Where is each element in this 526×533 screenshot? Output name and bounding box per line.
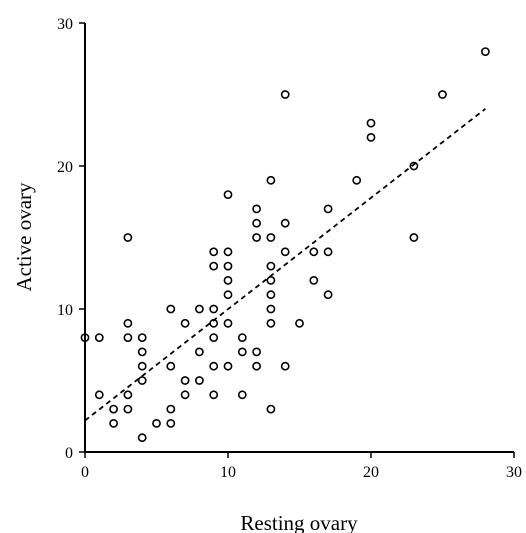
data-point [166,304,176,314]
data-point [209,304,219,314]
data-point [280,361,290,371]
data-point [266,275,276,285]
data-point [323,290,333,300]
data-point [152,418,161,428]
x-tick-label: 0 [81,464,89,481]
data-point [252,218,261,228]
data-point [123,390,133,400]
data-point [438,90,447,99]
data-point [266,175,276,185]
data-point [280,90,290,99]
data-point [266,290,276,300]
x-tick-label: 30 [506,464,522,481]
data-point [166,404,176,414]
x-axis-label: Resting ovary [240,511,358,533]
data-point [352,175,362,185]
data-point [209,361,219,371]
data-point [237,347,247,357]
data-point [194,347,204,357]
data-point [94,333,104,342]
data-point [180,376,190,385]
data-point [409,233,419,242]
data-point [223,361,233,371]
data-point [209,261,219,271]
y-tick-label: 20 [57,159,73,176]
data-point [309,275,319,285]
data-point [252,347,261,357]
data-point [280,218,290,228]
data-point [194,304,204,314]
data-point [194,376,204,385]
y-axis-label: Active ovary [12,182,36,292]
data-point [323,247,333,257]
data-point [266,233,276,242]
data-point [137,361,147,371]
data-point [223,261,233,271]
y-tick-label: 10 [57,302,73,319]
data-point [180,390,190,400]
data-point [237,333,247,342]
data-point [252,204,261,214]
axes [84,23,514,453]
data-point [252,233,261,242]
data-point [137,376,147,385]
data-point [209,247,219,257]
data-point [166,361,176,371]
trendline [84,108,486,422]
data-point [109,404,118,414]
data-points [80,47,490,443]
data-point [180,318,190,328]
data-point [109,418,118,428]
x-tick-label: 10 [220,464,236,481]
data-point [223,318,233,328]
x-tick-label: 20 [363,464,379,481]
data-point [480,47,490,56]
data-point [137,433,147,443]
data-point [137,333,147,342]
y-tick-label: 0 [65,445,73,462]
data-point [94,390,104,400]
data-point [309,247,319,257]
data-point [266,404,276,414]
data-point [209,390,219,400]
data-point [123,404,133,414]
data-point [266,261,276,271]
data-point [223,247,233,257]
data-point [237,390,247,400]
data-point [252,361,261,371]
data-point [166,418,176,428]
data-point [123,233,133,242]
data-point [409,161,419,171]
data-point [209,333,219,342]
data-point [366,132,376,142]
data-point [137,347,147,357]
data-point [366,118,376,128]
data-point [266,304,276,314]
data-point [223,275,233,285]
data-point [323,204,333,214]
data-point [280,247,290,257]
data-point [80,333,90,342]
data-point [209,318,219,328]
data-point [123,333,133,342]
data-point [223,190,233,199]
data-point [295,318,304,328]
y-tick-label: 30 [57,16,73,33]
data-point [266,318,276,328]
trendline-group [84,108,486,422]
data-point [123,318,133,328]
data-point [223,290,233,300]
x-ticks: 0 10 20 30 [81,452,522,481]
y-ticks: 0 10 20 30 [57,16,85,462]
